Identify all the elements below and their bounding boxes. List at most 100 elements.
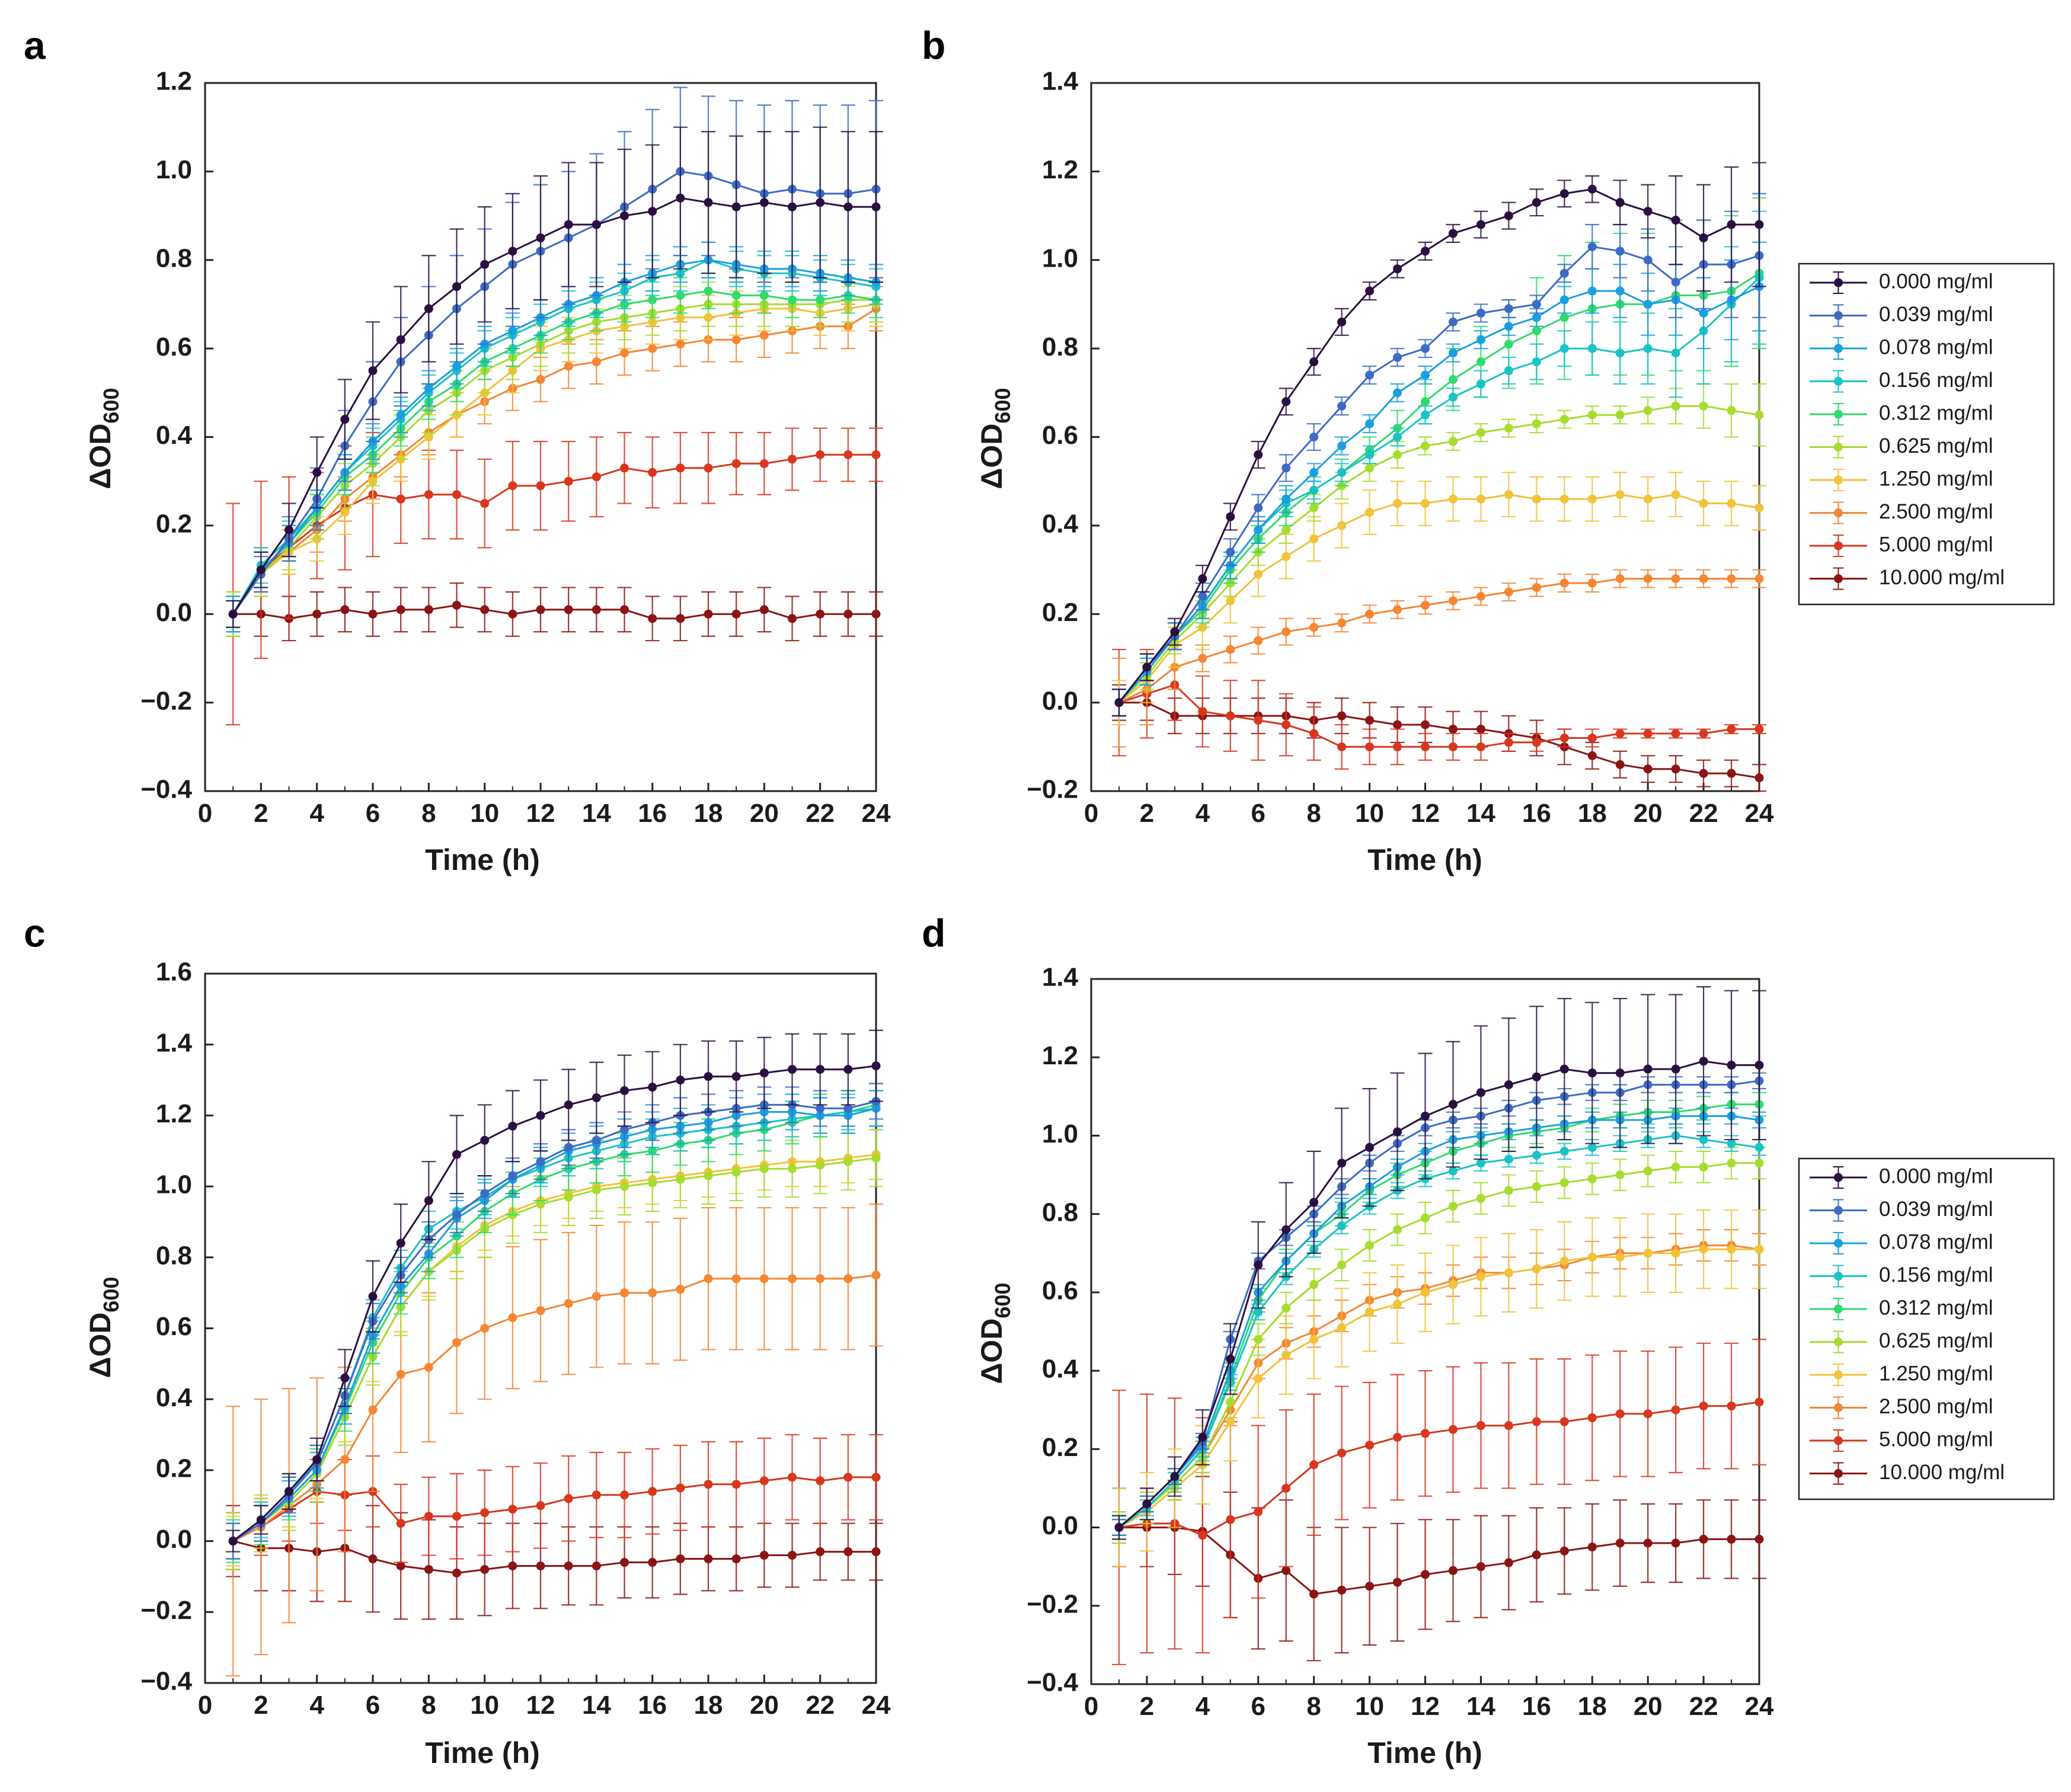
data-point <box>1532 1151 1541 1160</box>
data-point <box>564 1100 573 1109</box>
series-5 <box>226 1129 883 1570</box>
data-point <box>1699 1401 1708 1411</box>
series-0 <box>226 126 883 628</box>
data-point <box>1671 348 1680 358</box>
data-point <box>1615 410 1625 420</box>
data-point <box>620 1558 629 1567</box>
x-tick-label: 0 <box>1084 1692 1098 1721</box>
legend-swatch-marker <box>1834 1173 1843 1182</box>
data-point <box>1309 1335 1319 1344</box>
data-point <box>816 1274 825 1284</box>
data-point <box>1393 499 1402 508</box>
data-point <box>1476 335 1485 344</box>
data-point <box>1309 1589 1319 1599</box>
data-point <box>1643 299 1653 309</box>
data-point <box>759 1274 769 1284</box>
series-line <box>232 1107 877 1542</box>
data-point <box>1476 1159 1485 1168</box>
data-point <box>759 1551 769 1560</box>
data-point <box>1643 1538 1653 1548</box>
data-point <box>1643 207 1653 216</box>
data-point <box>508 247 517 256</box>
data-point <box>1587 286 1597 296</box>
data-point <box>1393 388 1402 398</box>
x-tick-label: 6 <box>366 1691 380 1720</box>
data-point <box>1393 1127 1402 1137</box>
y-tick-label: 0.6 <box>156 332 192 361</box>
data-point <box>759 459 769 468</box>
data-point <box>1476 357 1485 367</box>
panel-letter: b <box>922 23 945 67</box>
data-point <box>1365 1241 1375 1250</box>
data-point <box>1615 1409 1625 1419</box>
data-point <box>1754 1060 1764 1070</box>
data-point <box>1643 764 1653 774</box>
y-tick-label: 0.2 <box>1042 598 1078 627</box>
data-point <box>1254 1374 1263 1383</box>
legend-label: 1.250 mg/ml <box>1879 467 1993 490</box>
data-point <box>1532 738 1541 747</box>
data-point <box>871 1271 881 1280</box>
data-point <box>1254 636 1263 645</box>
data-point <box>508 1505 517 1514</box>
legend-swatch-marker <box>1834 443 1843 452</box>
data-point <box>1337 618 1347 628</box>
x-tick-label: 4 <box>309 799 324 828</box>
series-2 <box>1111 1108 1766 1536</box>
series-line <box>232 1274 877 1542</box>
x-tick-label: 24 <box>1745 1692 1774 1721</box>
data-point <box>731 291 741 300</box>
series-line <box>1118 272 1760 703</box>
legend-swatch-marker <box>1834 541 1843 551</box>
y-tick-label: 1.0 <box>1042 1119 1078 1148</box>
data-point <box>1643 1409 1653 1419</box>
series-line <box>232 259 877 615</box>
data-point <box>1254 1260 1263 1270</box>
x-tick-label: 0 <box>1084 799 1098 828</box>
x-tick-label: 14 <box>1466 1692 1495 1721</box>
data-point <box>676 291 685 300</box>
legend-label: 0.156 mg/ml <box>1879 1263 1993 1287</box>
data-point <box>452 600 461 610</box>
y-tick-label: 0.8 <box>1042 332 1078 361</box>
data-point <box>256 1515 266 1525</box>
data-point <box>1421 1213 1430 1223</box>
x-tick-label: 6 <box>1251 799 1265 828</box>
data-point <box>1504 1558 1513 1567</box>
data-point <box>1365 742 1375 751</box>
x-tick-label: 18 <box>694 1691 723 1720</box>
data-point <box>1421 1570 1430 1579</box>
x-tick-label: 16 <box>638 1691 667 1720</box>
data-point <box>1309 1460 1319 1470</box>
data-point <box>704 1554 713 1564</box>
legend-swatch-marker <box>1834 409 1843 419</box>
data-point <box>1365 370 1375 380</box>
series-6 <box>1111 1209 1766 1567</box>
x-axis-title: Time (h) <box>1367 1736 1482 1769</box>
data-point <box>1337 317 1347 327</box>
data-point <box>648 344 657 353</box>
x-tick-label: 24 <box>862 1691 891 1720</box>
y-tick-label: 0.0 <box>156 598 192 627</box>
data-point <box>424 605 433 615</box>
legend-swatch-marker <box>1834 508 1843 517</box>
x-tick-label: 20 <box>1634 799 1663 828</box>
legend-label: 2.500 mg/ml <box>1879 500 1993 523</box>
data-point <box>1615 729 1625 738</box>
data-point <box>1727 1060 1736 1070</box>
data-point <box>1254 1307 1263 1317</box>
series-line <box>1118 1134 1760 1528</box>
data-point <box>1643 1064 1653 1074</box>
data-point <box>396 605 405 615</box>
data-point <box>592 1292 601 1301</box>
y-tick-label: 0.4 <box>156 1383 193 1412</box>
data-point <box>368 1405 378 1415</box>
data-point <box>1671 216 1680 225</box>
data-point <box>1587 494 1597 504</box>
data-point <box>1727 220 1736 229</box>
data-point <box>1643 1249 1653 1258</box>
series-7 <box>226 286 883 637</box>
y-tick-label: 0.6 <box>156 1312 192 1341</box>
legend-label: 0.078 mg/ml <box>1879 1230 1993 1253</box>
data-point <box>1476 494 1485 504</box>
